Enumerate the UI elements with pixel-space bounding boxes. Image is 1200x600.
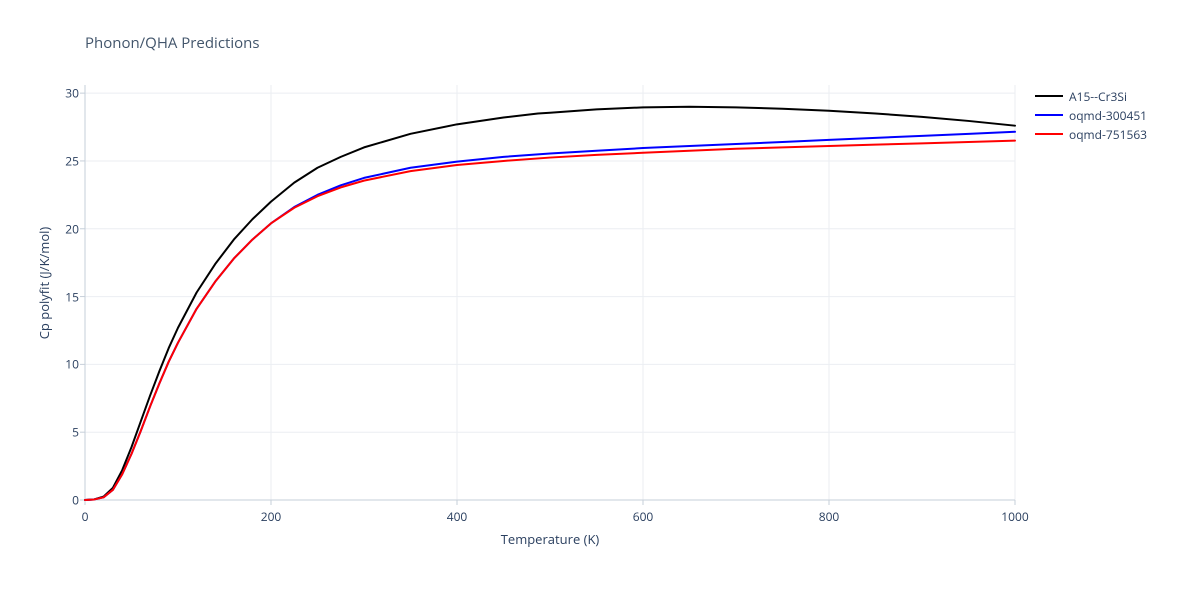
x-tick-label: 600 bbox=[633, 508, 654, 525]
y-tick-label: 20 bbox=[57, 220, 79, 237]
legend-item[interactable]: oqmd-300451 bbox=[1035, 107, 1147, 123]
y-tick-label: 25 bbox=[57, 152, 79, 169]
x-tick-label: 200 bbox=[261, 508, 282, 525]
legend-label: A15--Cr3Si bbox=[1069, 88, 1127, 105]
x-tick-label: 0 bbox=[82, 508, 89, 525]
legend-swatch bbox=[1035, 133, 1063, 135]
x-axis-label: Temperature (K) bbox=[490, 530, 610, 548]
legend-swatch bbox=[1035, 95, 1063, 97]
y-tick-label: 0 bbox=[57, 492, 79, 509]
y-tick-label: 5 bbox=[57, 424, 79, 441]
legend-item[interactable]: A15--Cr3Si bbox=[1035, 88, 1147, 104]
y-tick-label: 15 bbox=[57, 288, 79, 305]
x-tick-label: 800 bbox=[819, 508, 840, 525]
x-tick-label: 1000 bbox=[1001, 508, 1028, 525]
series-oqmd-751563 bbox=[85, 141, 1015, 500]
legend-label: oqmd-751563 bbox=[1069, 126, 1147, 143]
series-oqmd-300451 bbox=[85, 132, 1015, 500]
legend-swatch bbox=[1035, 114, 1063, 116]
legend-label: oqmd-300451 bbox=[1069, 107, 1147, 124]
legend-item[interactable]: oqmd-751563 bbox=[1035, 126, 1147, 142]
x-tick-label: 400 bbox=[447, 508, 468, 525]
y-tick-label: 30 bbox=[57, 85, 79, 102]
legend: A15--Cr3Si oqmd-300451 oqmd-751563 bbox=[1035, 88, 1147, 145]
series-A15--Cr3Si bbox=[85, 107, 1015, 500]
y-tick-label: 10 bbox=[57, 356, 79, 373]
y-axis-label: Cp polyfit (J/K/mol) bbox=[35, 213, 53, 353]
